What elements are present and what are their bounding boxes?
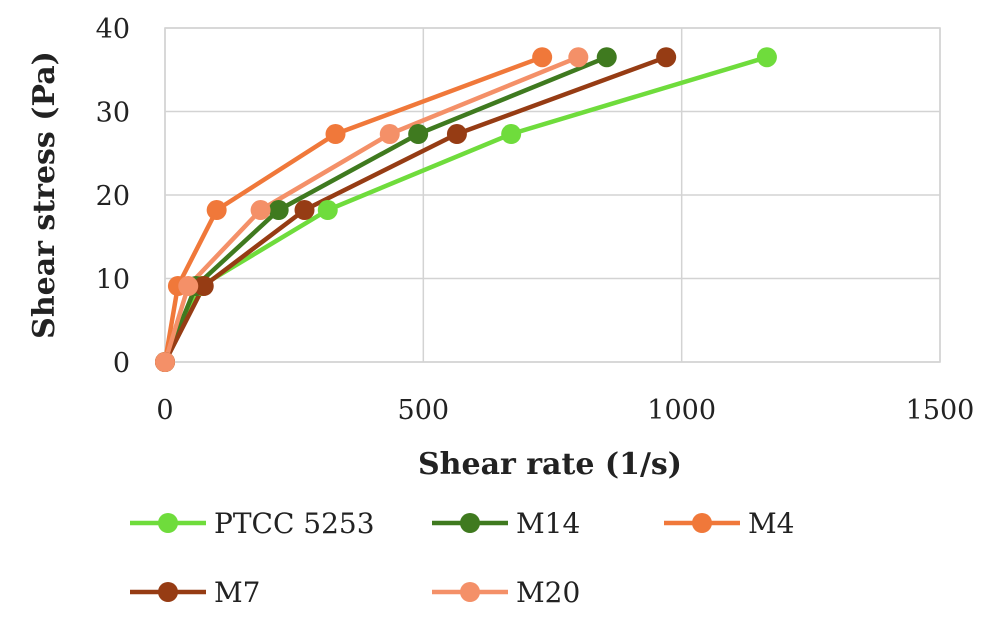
y-tick-label-4: 40 (96, 14, 130, 45)
data-point-0-3 (501, 124, 522, 145)
data-point-3-3 (446, 124, 467, 145)
data-point-1-3 (408, 124, 429, 145)
data-point-2-2 (206, 200, 227, 221)
legend-label-3: M7 (214, 576, 260, 609)
x-tick-label-3: 1500 (906, 395, 975, 426)
x-axis-title: Shear rate (1/s) (418, 447, 682, 482)
legend-marker-0 (158, 513, 178, 533)
data-point-2-4 (532, 47, 553, 68)
x-tick-label-1: 500 (398, 395, 450, 426)
tick-labels: 0 10 20 30 40 0 500 1000 1500 (96, 14, 975, 426)
legend-marker-1 (460, 513, 480, 533)
series-points (155, 47, 777, 372)
y-tick-label-0: 0 (113, 348, 130, 379)
legend-label-0: PTCC 5253 (214, 507, 375, 540)
legend-label-2: M4 (748, 507, 794, 540)
data-point-1-4 (596, 47, 617, 68)
y-axis-title: Shear stress (Pa) (27, 51, 62, 339)
data-point-3-1 (193, 276, 214, 297)
data-point-4-2 (250, 200, 271, 221)
data-point-0-4 (756, 47, 777, 68)
legend-label-1: M14 (516, 507, 580, 540)
series-line-4 (162, 55, 580, 363)
x-tick-label-2: 1000 (647, 395, 716, 426)
data-point-4-3 (379, 124, 400, 145)
data-point-0-2 (317, 200, 338, 221)
gridlines (164, 27, 941, 363)
y-tick-label-3: 30 (96, 98, 130, 129)
y-tick-label-1: 10 (96, 265, 130, 296)
data-point-1-2 (268, 200, 289, 221)
x-tick-label-0: 0 (156, 395, 173, 426)
data-point-4-0 (155, 352, 175, 372)
legend-label-4: M20 (516, 576, 580, 609)
legend-marker-3 (158, 582, 178, 602)
y-tick-label-2: 20 (96, 181, 130, 212)
data-point-4-4 (568, 47, 589, 68)
data-point-3-2 (294, 200, 315, 221)
data-point-3-4 (656, 47, 677, 68)
legend: PTCC 5253 M14 M4 M7 M20 (130, 507, 794, 609)
data-point-2-3 (325, 124, 346, 145)
data-point-4-1 (178, 276, 199, 297)
legend-marker-2 (692, 513, 712, 533)
legend-marker-4 (460, 582, 480, 602)
